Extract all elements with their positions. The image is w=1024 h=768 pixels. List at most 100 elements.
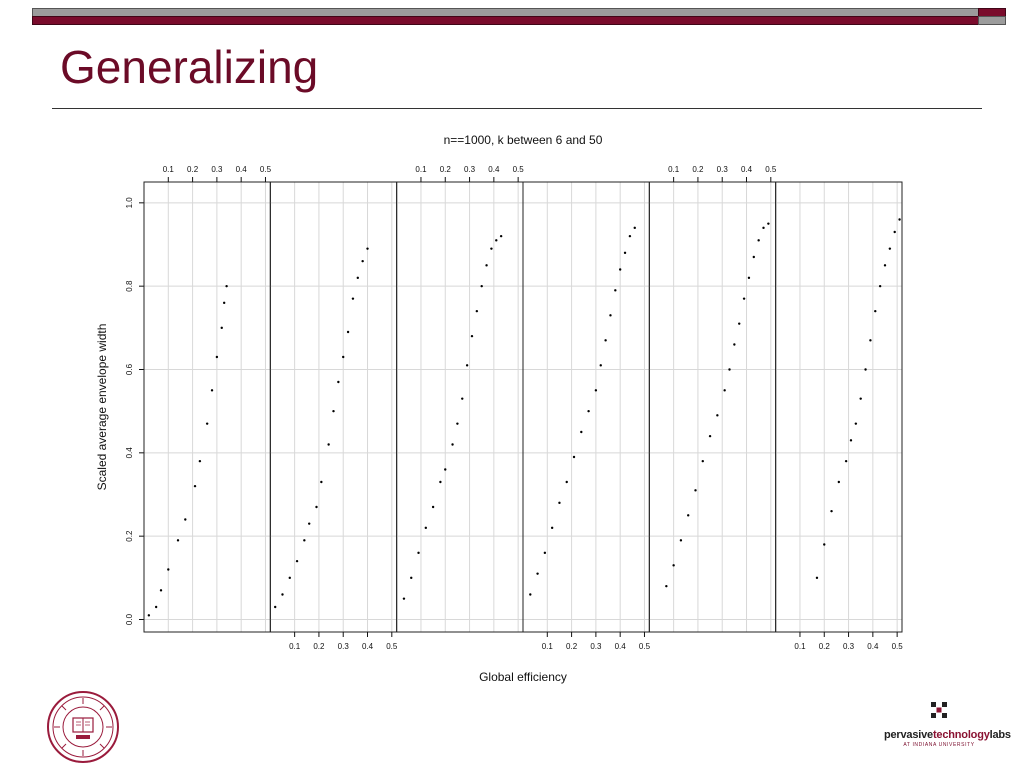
data-point (222, 301, 226, 305)
data-point (159, 589, 163, 592)
data-point (499, 234, 503, 238)
data-point (687, 514, 690, 517)
data-point (849, 439, 853, 442)
data-point (859, 397, 862, 400)
x-tick-label: 0.4 (615, 642, 627, 651)
data-point (543, 551, 547, 555)
y-tick-label: 0.4 (125, 447, 134, 459)
x-tick-label: 0.1 (415, 165, 427, 174)
data-point (281, 593, 284, 596)
data-point (633, 226, 636, 230)
data-point (176, 539, 180, 542)
data-point (609, 314, 612, 317)
panel-frame (775, 181, 903, 633)
panel-frame (648, 181, 777, 633)
x-tick-label: 0.3 (590, 642, 602, 651)
header-stripe-red (32, 16, 980, 25)
data-point (864, 368, 867, 371)
x-tick-label: 0.3 (211, 165, 223, 174)
x-tick-label: 0.4 (488, 165, 500, 174)
data-point (536, 572, 539, 575)
data-point (869, 339, 872, 342)
data-point (837, 480, 841, 484)
x-tick-label: 0.2 (819, 642, 831, 651)
data-point (480, 284, 483, 288)
data-point (823, 543, 826, 546)
data-point (757, 239, 760, 242)
y-tick-label: 0.6 (125, 363, 134, 375)
data-point (587, 409, 590, 413)
data-point (361, 259, 364, 263)
y-tick-label: 0.8 (125, 280, 134, 292)
data-point (701, 459, 704, 463)
data-point (665, 584, 668, 588)
x-tick-label: 0.4 (741, 165, 753, 174)
panel-frame (396, 181, 524, 633)
panel-frame (143, 181, 271, 633)
data-point (844, 459, 848, 463)
x-tick-label: 0.5 (386, 642, 398, 651)
chart-title: n==1000, k between 6 and 50 (444, 133, 603, 147)
x-tick-label: 0.2 (440, 165, 452, 174)
data-point (456, 422, 459, 425)
data-point (733, 343, 736, 346)
data-point (604, 339, 607, 342)
data-point (898, 218, 901, 221)
data-point (439, 480, 442, 484)
y-axis-label: Scaled average envelope width (95, 324, 109, 491)
x-tick-label: 0.2 (692, 165, 704, 174)
x-tick-label: 0.3 (717, 165, 729, 174)
data-point (167, 568, 170, 571)
x-tick-label: 0.4 (867, 642, 879, 651)
data-point (830, 509, 833, 513)
data-point (210, 389, 214, 392)
data-point (366, 247, 369, 250)
x-tick-label: 0.3 (338, 642, 350, 651)
x-tick-label: 0.5 (892, 642, 904, 651)
data-point (205, 422, 209, 425)
data-point (356, 276, 359, 280)
data-point (485, 264, 488, 267)
data-point (728, 368, 731, 371)
data-point (273, 605, 277, 609)
logo-subtitle: AT INDIANA UNIVERSITY (903, 742, 975, 748)
data-point (220, 326, 223, 330)
logo-word-technology: technology (932, 729, 990, 741)
data-point (742, 297, 746, 300)
data-point (529, 593, 532, 596)
x-tick-label: 0.2 (566, 642, 578, 651)
data-point (708, 434, 712, 438)
data-point (337, 380, 340, 384)
data-point (815, 576, 819, 580)
data-point (410, 576, 413, 580)
data-point (402, 597, 406, 600)
data-point (558, 501, 561, 505)
data-point (762, 226, 765, 230)
x-tick-label: 0.5 (260, 165, 272, 174)
data-point (679, 539, 683, 542)
data-point (308, 522, 311, 525)
x-tick-label: 0.1 (289, 642, 301, 651)
university-seal-logo (47, 691, 119, 763)
data-point (184, 518, 187, 521)
x-tick-label: 0.5 (765, 165, 777, 174)
data-point (490, 247, 493, 250)
data-point (327, 443, 330, 446)
data-point (752, 255, 756, 259)
data-point (332, 409, 335, 413)
data-point (424, 526, 428, 530)
data-point (461, 397, 464, 400)
data-point (342, 355, 345, 359)
y-tick-label: 1.0 (125, 197, 134, 209)
data-point (295, 559, 299, 563)
data-point (594, 389, 598, 392)
x-tick-label: 0.3 (843, 642, 855, 651)
header-corner-gray (978, 16, 1006, 25)
title-divider (52, 108, 982, 109)
data-point (883, 264, 887, 267)
data-point (470, 334, 474, 338)
data-point (417, 551, 420, 555)
data-point (346, 330, 350, 334)
data-point (475, 309, 479, 313)
logo-word-pervasive: pervasive (884, 729, 933, 741)
